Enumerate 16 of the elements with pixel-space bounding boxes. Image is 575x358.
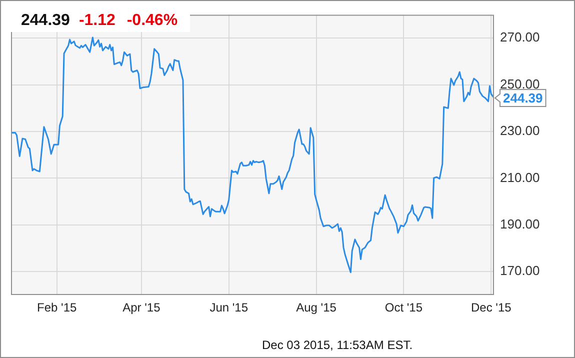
x-tick-label: Oct '15 xyxy=(384,300,423,315)
annotation: 244.39 xyxy=(503,90,543,106)
x-tick-label: Aug '15 xyxy=(296,300,337,315)
chart-subtitle: -1.12 -0.46% xyxy=(78,12,178,29)
text: Dec 03 2015, 11:53AM EST. xyxy=(262,338,413,352)
y-tick-label: 270.00 xyxy=(500,30,540,45)
y-tick-label: 250.00 xyxy=(500,76,540,92)
x-tick-label: Jun '15 xyxy=(210,300,248,315)
y-tick-label: 210.00 xyxy=(500,170,540,185)
y-tick-label: 170.00 xyxy=(500,263,540,278)
y-tick-label: 230.00 xyxy=(500,123,540,138)
y-tick-label: 190.00 xyxy=(500,216,540,232)
x-tick-label: Feb '15 xyxy=(37,300,78,315)
x-tick-label: Dec '15 xyxy=(470,300,512,315)
chart-title: 244.39 xyxy=(21,12,70,29)
x-tick-label: Apr '15 xyxy=(122,300,161,315)
